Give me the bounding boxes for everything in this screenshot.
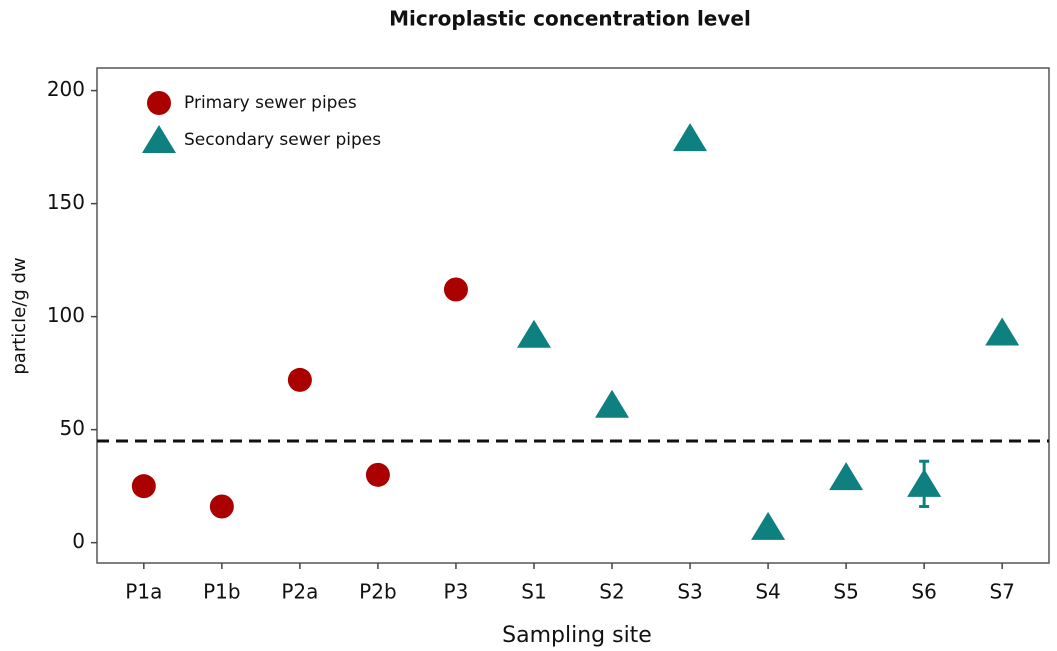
triangle-point bbox=[907, 468, 942, 497]
triangle-point bbox=[751, 511, 786, 540]
y-tick-label: 50 bbox=[60, 416, 85, 440]
legend-marker bbox=[142, 125, 176, 153]
chart-title: Microplastic concentration level bbox=[389, 7, 751, 31]
x-tick-label: S1 bbox=[521, 580, 546, 604]
y-tick-label: 100 bbox=[47, 303, 85, 327]
y-axis-label: particle/g dw bbox=[9, 257, 30, 374]
plot-frame bbox=[96, 67, 1050, 564]
legend-label: Secondary sewer pipes bbox=[184, 130, 381, 150]
x-tick-label: S2 bbox=[599, 580, 624, 604]
legend-label: Primary sewer pipes bbox=[184, 93, 357, 113]
x-tick-label: P3 bbox=[444, 580, 469, 604]
circle-point bbox=[365, 462, 390, 487]
circle-point bbox=[209, 494, 234, 519]
circle-point bbox=[287, 367, 312, 392]
x-tick-label: S4 bbox=[755, 580, 780, 604]
x-tick-label: P2a bbox=[281, 580, 318, 604]
x-tick-label: S5 bbox=[833, 580, 858, 604]
x-tick-label: P1b bbox=[203, 580, 240, 604]
y-tick-label: 150 bbox=[47, 190, 85, 214]
x-tick-label: P2b bbox=[359, 580, 396, 604]
y-tick-label: 200 bbox=[47, 77, 85, 101]
legend-marker bbox=[147, 91, 171, 115]
x-tick-label: P1a bbox=[125, 580, 162, 604]
y-tick-label: 0 bbox=[72, 529, 85, 553]
triangle-point bbox=[595, 389, 630, 418]
triangle-point bbox=[985, 317, 1020, 346]
triangle-point bbox=[673, 123, 708, 152]
x-tick-label: S3 bbox=[677, 580, 702, 604]
x-tick-label: S7 bbox=[989, 580, 1014, 604]
circle-point bbox=[131, 474, 156, 499]
x-axis-label: Sampling site bbox=[502, 623, 652, 648]
triangle-point bbox=[516, 319, 551, 348]
x-tick-label: S6 bbox=[911, 580, 936, 604]
triangle-point bbox=[829, 462, 864, 491]
circle-point bbox=[443, 277, 468, 302]
